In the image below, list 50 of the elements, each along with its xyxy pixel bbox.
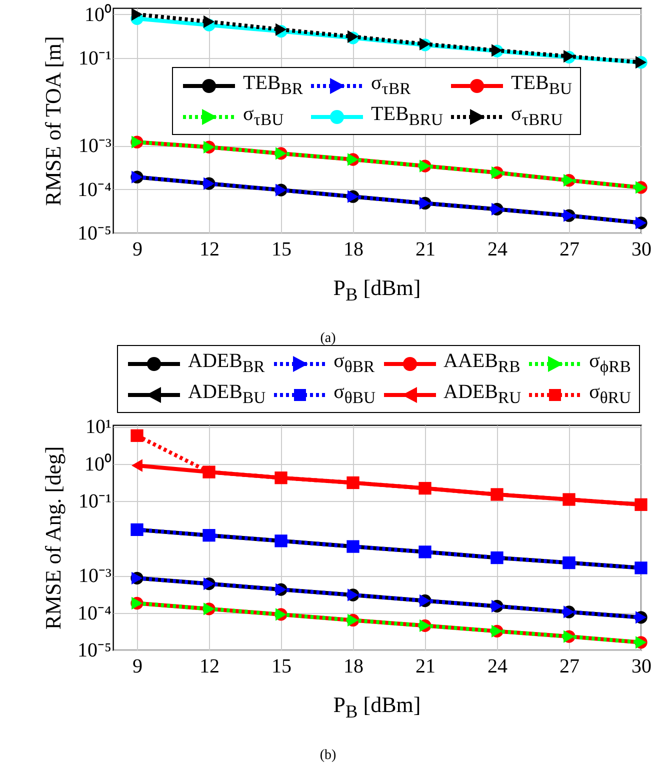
legend-label: σ$_{θRU}$ <box>589 381 631 408</box>
legend-label: σ$_{ϕRB}$ <box>589 350 631 377</box>
legend-label: σ$_{θBR}$ <box>334 350 375 377</box>
x-tick-label: 9 <box>132 238 142 260</box>
legend-label: σ$_{τBRU}$ <box>511 103 563 130</box>
y-axis-title: RMSE of TOA [m] <box>40 36 66 206</box>
x-tick-label: 9 <box>132 656 142 678</box>
x-tick-label: 24 <box>488 238 508 260</box>
text: (b) <box>318 748 338 764</box>
legend-label: AAEB$_{RB}$ <box>444 350 520 377</box>
x-tick-label: 18 <box>344 656 364 678</box>
legend-label: σ$_{τBR}$ <box>371 72 411 99</box>
legend-label: ADEB$_{RU}$ <box>444 381 522 408</box>
x-tick-label: 18 <box>344 238 364 260</box>
y-tick-label: 10⁰ <box>84 2 112 26</box>
x-tick-label: 30 <box>632 238 652 260</box>
legend-label: σ$_{θBU}$ <box>334 381 376 408</box>
x-tick-label: 15 <box>272 656 292 678</box>
y-tick-label: 10⁻¹ <box>78 48 112 70</box>
y-tick-label: 10¹ <box>86 416 112 438</box>
text: (a) <box>319 331 337 347</box>
y-tick-label: 10⁻⁵ <box>78 640 112 662</box>
y-tick-label: 10⁰ <box>84 452 112 476</box>
legend-label: TEB$_{BU}$ <box>511 72 572 99</box>
y-tick-label: 10⁻³ <box>78 135 112 158</box>
y-axis-title: RMSE of Ang. [deg] <box>40 446 66 630</box>
x-tick-label: 21 <box>416 656 436 678</box>
point <box>204 15 214 28</box>
legend-label: σ$_{τBU}$ <box>243 103 284 130</box>
point <box>132 8 142 21</box>
x-axis-title: P$_{B}$ [dBm] <box>332 275 422 306</box>
point <box>130 429 144 442</box>
x-tick-label: 12 <box>200 656 220 678</box>
x-axis-title: P$_{B}$ [dBm] <box>332 692 422 722</box>
x-tick-label: 27 <box>560 238 580 260</box>
x-tick-label: 21 <box>416 238 436 260</box>
x-tick-label: 15 <box>272 238 292 260</box>
legend-label: TEB$_{BRU}$ <box>371 103 444 130</box>
x-tick-label: 27 <box>560 656 580 678</box>
x-tick-label: 12 <box>200 238 220 260</box>
x-tick-label: 30 <box>632 656 652 678</box>
y-tick-label: 10⁻⁴ <box>78 602 112 624</box>
legend-label: ADEB$_{BU}$ <box>188 381 266 408</box>
x-tick-label: 24 <box>488 656 508 678</box>
y-tick-label: 10⁻⁴ <box>78 178 112 201</box>
y-tick-label: 10⁻¹ <box>78 490 112 513</box>
y-tick-label: 10⁻³ <box>78 565 112 588</box>
legend-label: TEB$_{BR}$ <box>243 72 304 99</box>
legend-label: ADEB$_{BR}$ <box>188 350 265 377</box>
y-tick-label: 10⁻⁵ <box>78 222 112 244</box>
